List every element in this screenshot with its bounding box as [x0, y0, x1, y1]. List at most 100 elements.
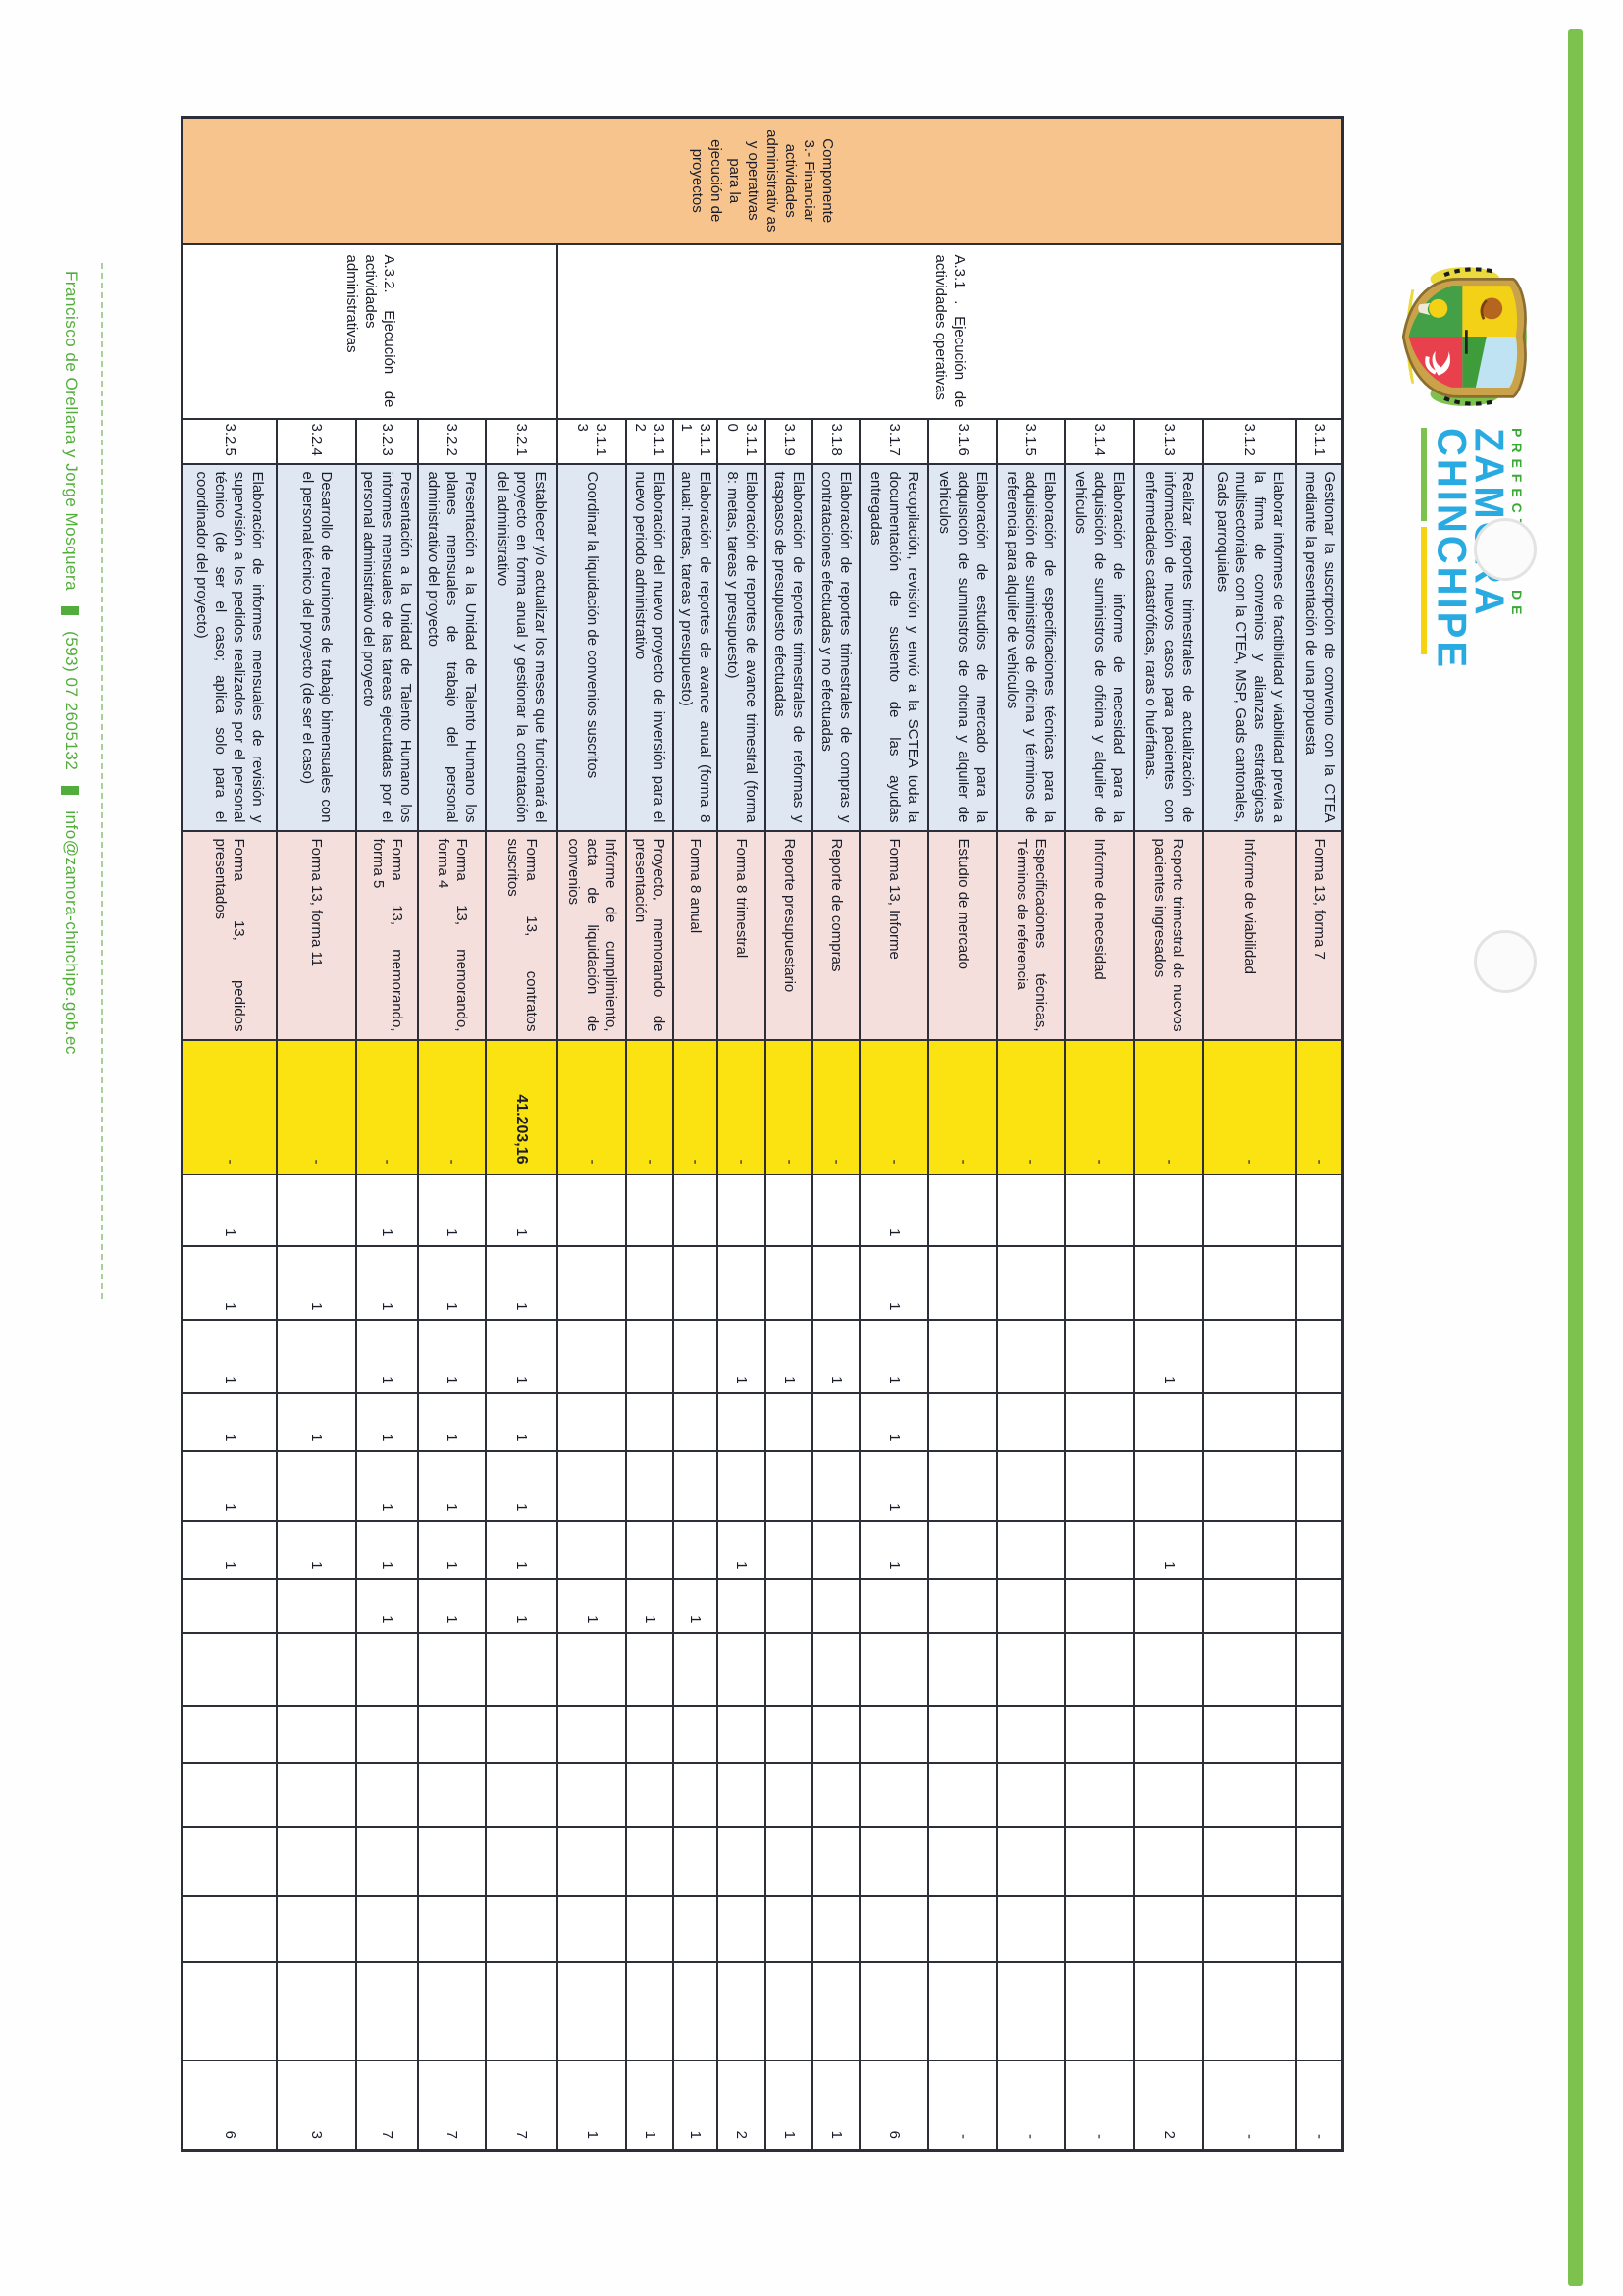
- footer-separator-icon: [61, 786, 80, 796]
- period-cell: [557, 1961, 627, 2061]
- activity-budget: -: [626, 1039, 674, 1174]
- table-row: 3.1.8 Elaboración de reportes trimestrale…: [812, 118, 861, 2151]
- period-cell: [626, 1245, 674, 1320]
- period-cell: 1: [418, 1319, 487, 1393]
- period-cell: [356, 1826, 419, 1896]
- period-cell: [860, 1826, 929, 1896]
- period-cell: [928, 1961, 998, 2061]
- period-cell: [1296, 1450, 1343, 1521]
- period-cell: [1203, 1319, 1297, 1393]
- activity-code: 3.1.10: [717, 418, 766, 464]
- period-cell: [765, 1578, 813, 1633]
- activity-total: -: [1203, 2060, 1297, 2151]
- period-cell: [277, 1174, 357, 1246]
- activity-code: 3.1.8: [812, 418, 861, 464]
- table-row: 3.1.13 Coordinar la liquidación de conven…: [557, 118, 627, 2151]
- period-cell: 1: [277, 1520, 357, 1579]
- period-cell: [626, 1632, 674, 1706]
- period-cell: [557, 1520, 627, 1579]
- group-cell-a31: A.3.1 . Ejecución de actividades operati…: [557, 243, 1343, 419]
- period-cell: 1: [356, 1319, 419, 1393]
- activity-description: Desarrollo de reuniones de trabajo bimen…: [277, 463, 357, 831]
- period-cell: 1: [418, 1450, 487, 1521]
- period-cell: [1203, 1392, 1297, 1451]
- table-row: 3.1.5 Elaboración de especificaciones téc…: [997, 118, 1066, 2151]
- activity-deliverable: Proyecto, memorando de presentación: [626, 830, 674, 1040]
- activity-total: 7: [356, 2060, 419, 2151]
- period-cell: [1203, 1450, 1297, 1521]
- period-cell: [356, 1895, 419, 1962]
- period-cell: [557, 1245, 627, 1320]
- period-cell: [860, 1705, 929, 1763]
- period-cell: [717, 1450, 766, 1521]
- activity-total: 1: [765, 2060, 813, 2151]
- activity-deliverable: Informe de viabilidad: [1203, 830, 1297, 1040]
- period-cell: 1: [486, 1520, 558, 1579]
- period-cell: 1: [717, 1520, 766, 1579]
- period-cell: [1134, 1245, 1204, 1320]
- period-cell: [626, 1895, 674, 1962]
- period-cell: [812, 1245, 861, 1320]
- table-row: 3.2.2 Presentación a la Unidad de Talento…: [418, 118, 487, 2151]
- period-cell: [997, 1762, 1066, 1827]
- period-cell: [277, 1961, 357, 2061]
- activity-total: -: [1065, 2060, 1135, 2151]
- activity-code: 3.2.3: [356, 418, 419, 464]
- period-cell: [1065, 1961, 1135, 2061]
- period-cell: [928, 1245, 998, 1320]
- period-cell: [717, 1578, 766, 1633]
- activity-budget: -: [277, 1039, 357, 1174]
- activity-deliverable: Forma 13, forma 11: [277, 830, 357, 1040]
- activity-code: 3.1.3: [1134, 418, 1204, 464]
- activity-deliverable: Informe de cumplimiento, acta de liquida…: [557, 830, 627, 1040]
- activity-deliverable: Reporte de compras: [812, 830, 861, 1040]
- period-cell: [557, 1895, 627, 1962]
- period-cell: [673, 1245, 718, 1320]
- activity-description: Elaboración de estudios de mercado para …: [928, 463, 998, 831]
- period-cell: 1: [486, 1174, 558, 1246]
- period-cell: [765, 1245, 813, 1320]
- period-cell: 1: [277, 1245, 357, 1320]
- activity-code: 3.2.5: [182, 418, 278, 464]
- period-cell: 1: [182, 1450, 278, 1521]
- period-cell: [765, 1762, 813, 1827]
- activity-description: Realizar reportes trimestrales de actual…: [1134, 463, 1204, 831]
- period-cell: 1: [860, 1319, 929, 1393]
- period-cell: [626, 1174, 674, 1246]
- period-cell: [1296, 1392, 1343, 1451]
- activity-deliverable: Estudio de mercado: [928, 830, 998, 1040]
- period-cell: 1: [812, 1319, 861, 1393]
- period-cell: [673, 1392, 718, 1451]
- period-cell: [812, 1705, 861, 1763]
- period-cell: [1065, 1762, 1135, 1827]
- period-cell: 1: [277, 1392, 357, 1451]
- period-cell: [418, 1961, 487, 2061]
- period-cell: [182, 1895, 278, 1962]
- period-cell: [277, 1826, 357, 1896]
- period-cell: [182, 1578, 278, 1633]
- period-cell: [673, 1520, 718, 1579]
- activity-description: Elaboración de especificaciones técnicas…: [997, 463, 1066, 831]
- period-cell: [765, 1520, 813, 1579]
- activity-budget: -: [717, 1039, 766, 1174]
- period-cell: 1: [356, 1245, 419, 1320]
- period-cell: 1: [717, 1319, 766, 1393]
- period-cell: [717, 1961, 766, 2061]
- activity-description: Presentación a la Unidad de Talento Huma…: [356, 463, 419, 831]
- period-cell: [997, 1392, 1066, 1451]
- period-cell: 1: [356, 1174, 419, 1246]
- period-cell: [356, 1632, 419, 1706]
- period-cell: [486, 1826, 558, 1896]
- period-cell: [626, 1520, 674, 1579]
- period-cell: [1134, 1826, 1204, 1896]
- period-cell: [812, 1762, 861, 1827]
- activity-deliverable: Forma 8 trimestral: [717, 830, 766, 1040]
- activity-total: 1: [557, 2060, 627, 2151]
- period-cell: [557, 1826, 627, 1896]
- period-cell: 1: [182, 1392, 278, 1451]
- period-cell: 1: [860, 1245, 929, 1320]
- period-cell: [1203, 1961, 1297, 2061]
- period-cell: [928, 1174, 998, 1246]
- coat-of-arms-icon: [1401, 267, 1527, 406]
- activity-description: Elaboración del nuevo proyecto de invers…: [626, 463, 674, 831]
